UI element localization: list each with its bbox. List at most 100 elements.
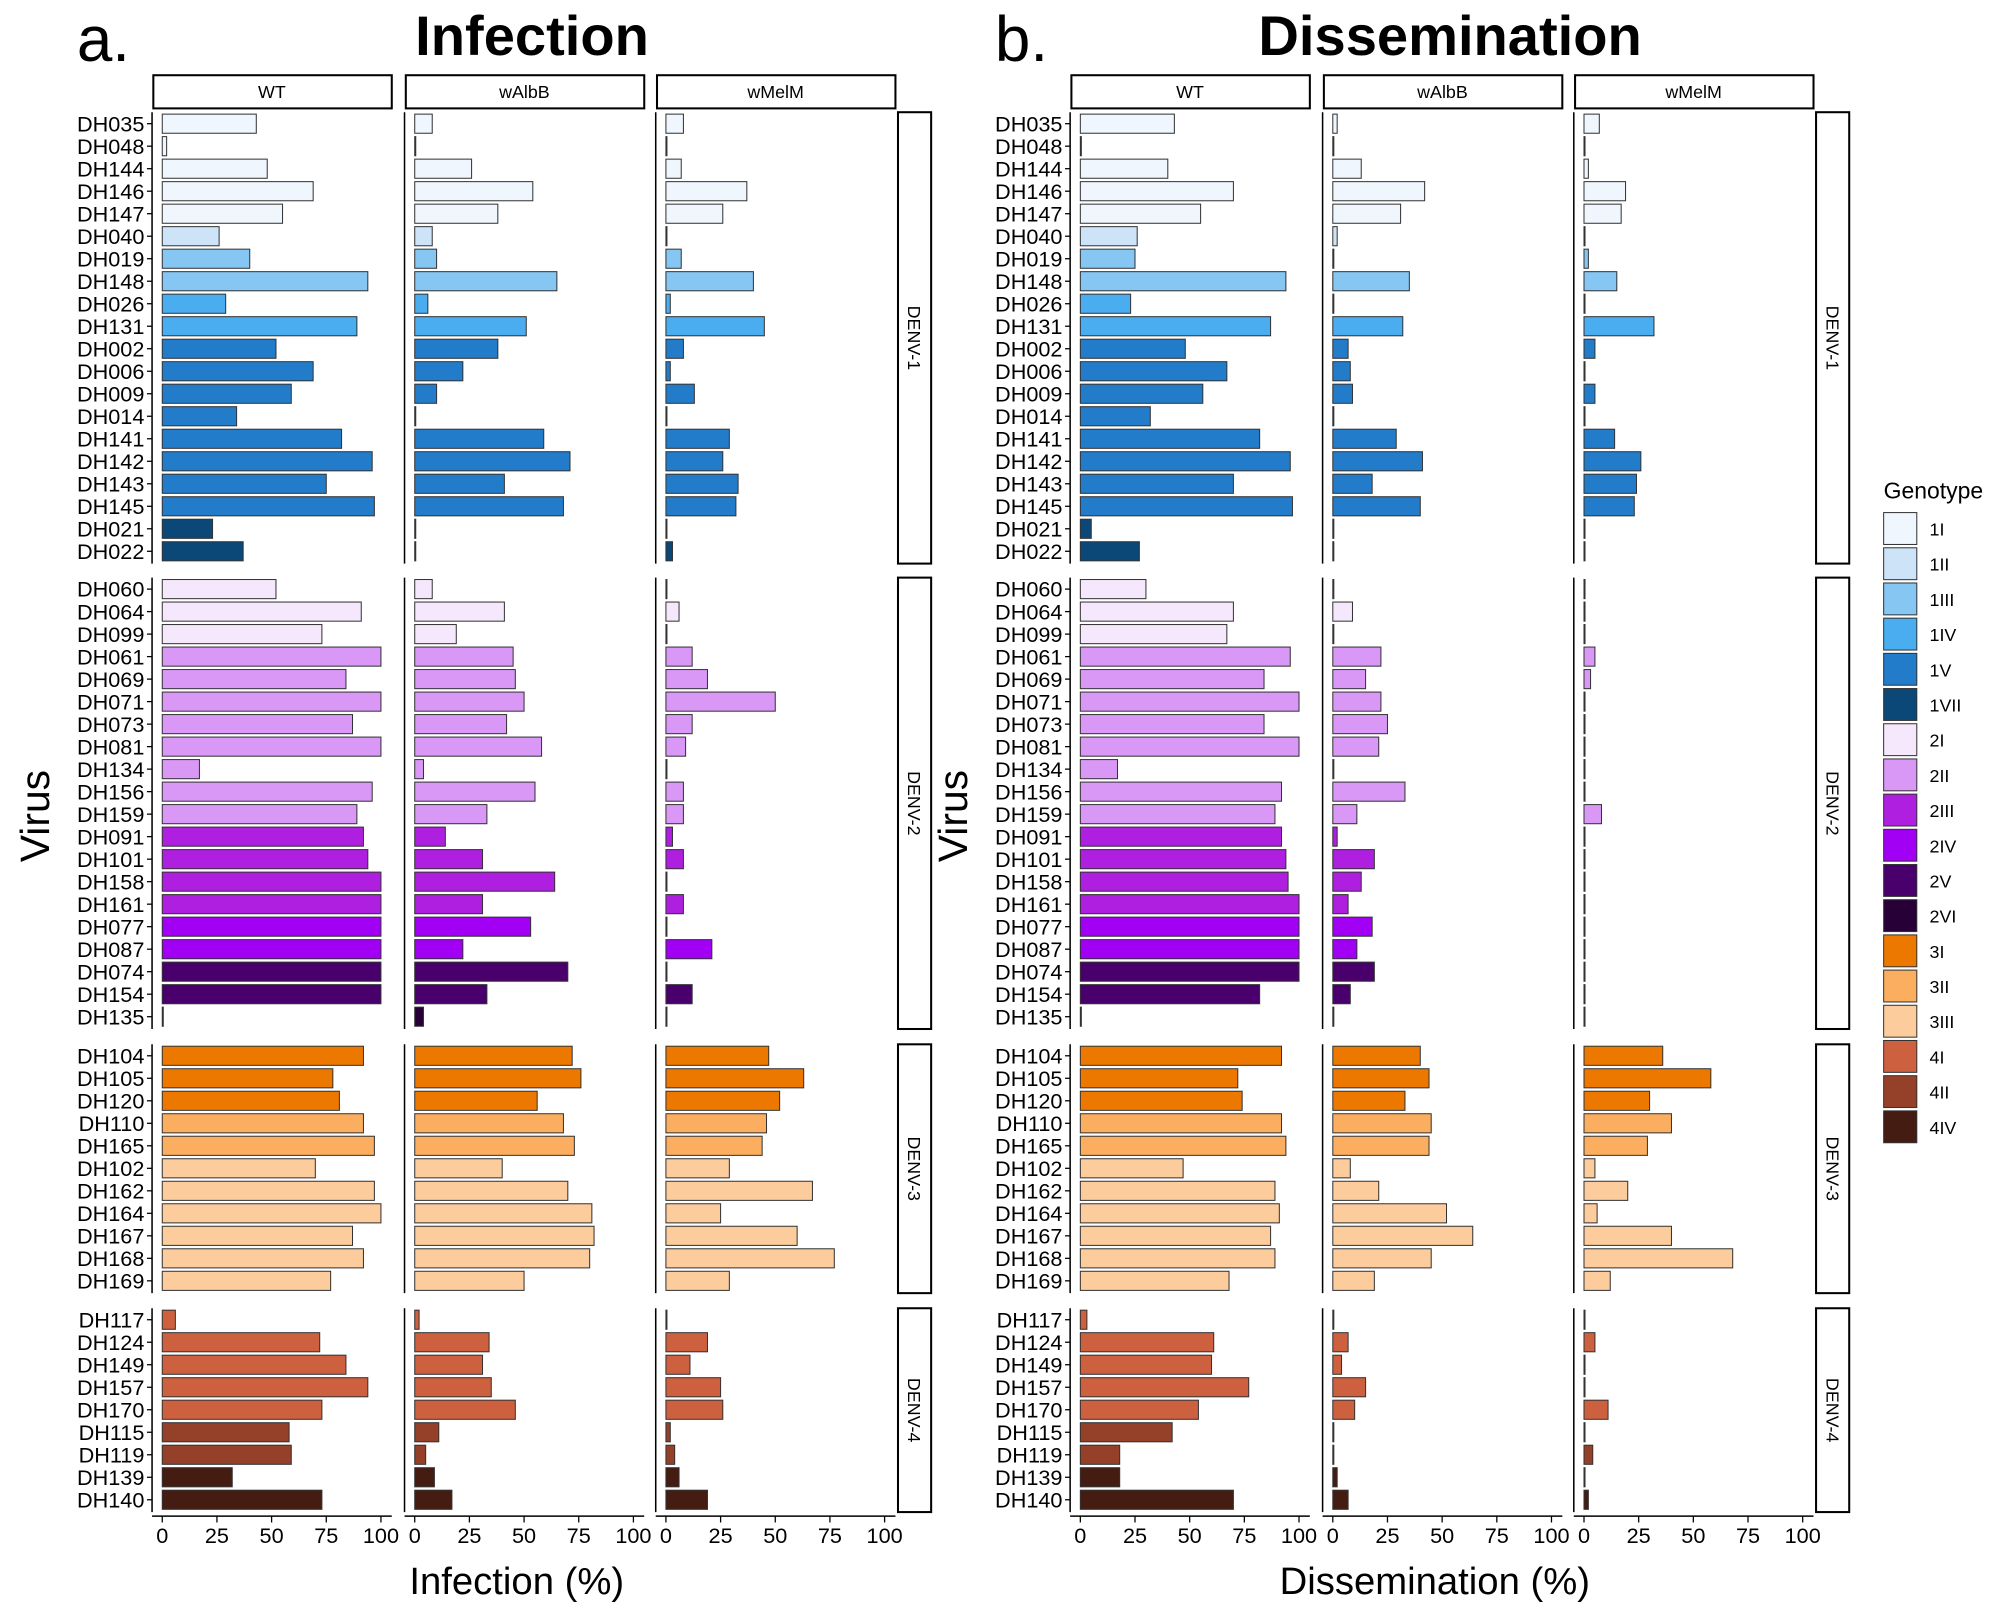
bar bbox=[161, 1309, 176, 1330]
virus-label: DH120 bbox=[77, 1088, 144, 1113]
virus-label: DH142 bbox=[77, 449, 144, 474]
bar bbox=[414, 1135, 575, 1156]
bar bbox=[1079, 849, 1287, 870]
virus-label: DH035 bbox=[77, 111, 144, 136]
bar bbox=[161, 804, 358, 825]
bar bbox=[414, 271, 558, 292]
bar bbox=[1079, 1422, 1173, 1443]
virus-label: DH135 bbox=[77, 1004, 144, 1029]
bar bbox=[1332, 361, 1351, 382]
panel-label: a. bbox=[77, 3, 130, 75]
bar bbox=[1079, 916, 1300, 937]
bar bbox=[665, 1467, 680, 1488]
bar bbox=[1583, 1180, 1629, 1201]
bar bbox=[1079, 871, 1289, 892]
bar bbox=[1332, 1180, 1380, 1201]
x-axis-label: Dissemination (%) bbox=[1280, 1560, 1590, 1603]
virus-label: DH077 bbox=[995, 914, 1062, 939]
panel-label: b. bbox=[995, 3, 1048, 75]
x-tick-label: 0 bbox=[1074, 1523, 1086, 1548]
bar bbox=[161, 1377, 369, 1398]
bar bbox=[665, 1045, 770, 1066]
virus-label: DH154 bbox=[995, 982, 1062, 1007]
bar bbox=[1079, 1377, 1250, 1398]
bar bbox=[1332, 1113, 1432, 1134]
bar bbox=[1079, 669, 1265, 690]
serotype-strip-label: DENV-3 bbox=[904, 1136, 924, 1201]
bar bbox=[665, 1399, 724, 1420]
bar bbox=[665, 293, 671, 314]
bar bbox=[665, 1332, 708, 1353]
virus-label: DH145 bbox=[995, 494, 1062, 519]
bar bbox=[665, 961, 668, 982]
virus-label: DH104 bbox=[77, 1043, 144, 1068]
virus-label: DH115 bbox=[997, 1420, 1063, 1445]
bar bbox=[414, 316, 527, 337]
bar bbox=[1079, 226, 1138, 247]
x-tick-label: 50 bbox=[1681, 1523, 1705, 1548]
bar bbox=[1332, 136, 1335, 157]
bar bbox=[1583, 1270, 1611, 1291]
serotype-strip bbox=[1815, 111, 1851, 565]
legend-label: 2I bbox=[1930, 731, 1945, 751]
bar bbox=[665, 1444, 676, 1465]
bar bbox=[1079, 496, 1293, 517]
bar bbox=[414, 804, 488, 825]
legend-swatch bbox=[1883, 617, 1918, 651]
column-strip-label: WT bbox=[1176, 82, 1204, 102]
x-tick-label: 25 bbox=[1123, 1523, 1147, 1548]
bar bbox=[414, 113, 433, 134]
bar bbox=[1332, 781, 1406, 802]
bar bbox=[1332, 579, 1335, 600]
bar bbox=[1583, 1467, 1586, 1488]
virus-label: DH022 bbox=[995, 539, 1062, 564]
bar bbox=[414, 383, 438, 404]
bar bbox=[161, 406, 238, 427]
bar bbox=[1332, 316, 1404, 337]
column-strip bbox=[404, 74, 646, 110]
bar bbox=[161, 939, 382, 960]
virus-label: DH164 bbox=[995, 1201, 1062, 1226]
virus-label: DH026 bbox=[77, 291, 144, 316]
bar bbox=[414, 1467, 435, 1488]
virus-label: DH064 bbox=[77, 599, 144, 624]
virus-label: DH120 bbox=[995, 1088, 1062, 1113]
virus-label: DH168 bbox=[77, 1246, 144, 1271]
virus-label: DH139 bbox=[995, 1465, 1062, 1490]
bar bbox=[665, 451, 724, 472]
x-tick-label: 25 bbox=[205, 1523, 229, 1548]
virus-label: DH081 bbox=[77, 734, 144, 759]
bar bbox=[414, 1203, 593, 1224]
virus-label: DH156 bbox=[77, 779, 144, 804]
virus-label: DH167 bbox=[995, 1223, 1062, 1248]
legend-label: 2IV bbox=[1930, 836, 1957, 856]
bar bbox=[414, 916, 532, 937]
x-tick-label: 75 bbox=[567, 1523, 591, 1548]
virus-label: DH110 bbox=[79, 1111, 145, 1136]
bar bbox=[1583, 136, 1586, 157]
bar bbox=[161, 1489, 323, 1510]
bar bbox=[161, 916, 382, 937]
bar bbox=[1583, 541, 1586, 562]
bar bbox=[1583, 338, 1596, 359]
bar bbox=[1583, 1068, 1712, 1089]
bar bbox=[665, 518, 668, 539]
bar bbox=[1079, 781, 1283, 802]
bar bbox=[161, 316, 358, 337]
bar bbox=[665, 804, 684, 825]
bar bbox=[1583, 624, 1586, 645]
bar bbox=[1583, 1090, 1651, 1111]
bar bbox=[1583, 1422, 1586, 1443]
bar bbox=[1583, 1135, 1648, 1156]
legend-swatch bbox=[1883, 1004, 1918, 1038]
bar bbox=[414, 248, 438, 269]
bar bbox=[161, 1332, 321, 1353]
virus-label: DH167 bbox=[77, 1223, 144, 1248]
bar bbox=[1583, 1203, 1598, 1224]
bar bbox=[665, 894, 684, 915]
bar bbox=[161, 1158, 316, 1179]
bar bbox=[161, 691, 382, 712]
virus-label: DH040 bbox=[995, 224, 1062, 249]
bar bbox=[1332, 451, 1423, 472]
column-strip bbox=[1070, 74, 1311, 110]
